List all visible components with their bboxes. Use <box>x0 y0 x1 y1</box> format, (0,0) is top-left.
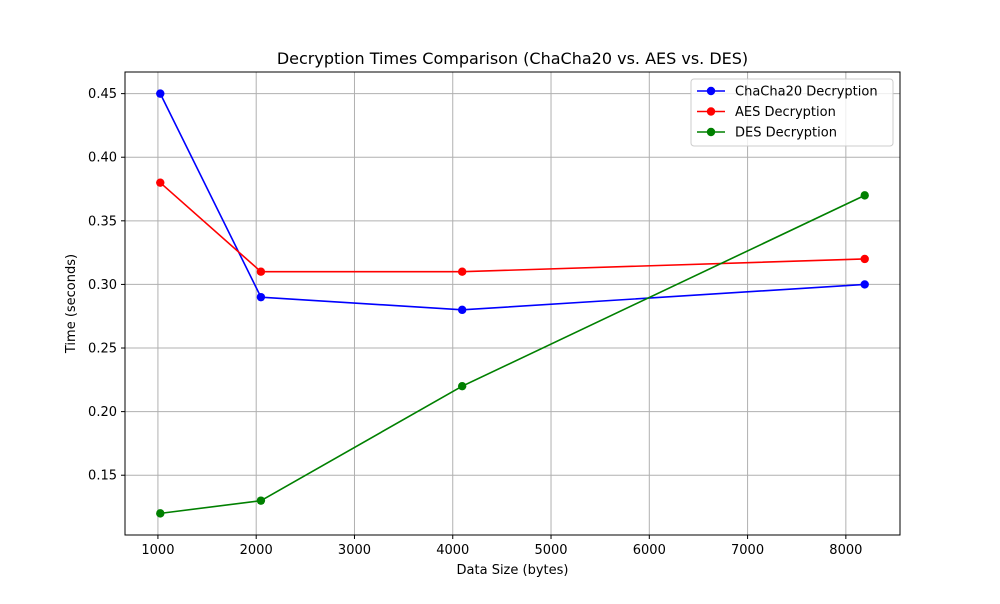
x-tick-label: 8000 <box>829 543 862 558</box>
x-tick-label: 5000 <box>534 543 567 558</box>
legend-box <box>690 78 894 147</box>
y-tick-label: 0.40 <box>88 151 117 166</box>
series-des-decryption <box>156 191 869 518</box>
series-line <box>159 93 865 311</box>
plot-frame <box>124 71 901 536</box>
x-axis-label: Data Size (bytes) <box>457 563 569 578</box>
data-point <box>860 280 869 289</box>
data-point <box>256 496 266 505</box>
legend-label: AES Decryption <box>735 105 836 120</box>
y-tick-label: 0.35 <box>88 214 117 229</box>
x-tick-label: 4000 <box>436 543 469 558</box>
data-point <box>860 254 869 264</box>
series-line <box>159 182 865 273</box>
series-layer <box>156 89 869 518</box>
x-tick-label: 6000 <box>633 543 666 558</box>
data-point <box>860 191 869 200</box>
legend-entry: DES Decryption <box>697 126 837 141</box>
legend-marker <box>706 127 716 137</box>
x-tick-label: 7000 <box>731 543 764 558</box>
grid <box>125 72 900 535</box>
legend-label: DES Decryption <box>735 126 837 141</box>
data-point <box>457 267 467 276</box>
y-axis-label: Time (seconds) <box>64 254 79 354</box>
legend-entry: ChaCha20 Decryption <box>697 85 878 100</box>
y-axis: 0.15 0.20 0.25 0.30 0.35 0.40 0.45 <box>88 87 125 484</box>
x-tick-label: 2000 <box>240 543 273 558</box>
y-tick-label: 0.15 <box>88 469 117 484</box>
data-point <box>156 178 165 187</box>
y-tick-label: 0.20 <box>88 405 117 420</box>
legend-marker <box>706 86 716 96</box>
series-chacha20-decryption <box>156 89 869 315</box>
legend-items: ChaCha20 Decryption AES Decryption DES Dec… <box>697 85 878 141</box>
data-point <box>457 381 467 391</box>
x-tick-label: 1000 <box>141 543 174 558</box>
y-tick-label: 0.25 <box>88 342 117 357</box>
legend-label: ChaCha20 Decryption <box>735 85 878 100</box>
series-aes-decryption <box>156 178 869 276</box>
data-point <box>156 89 165 98</box>
series-line <box>160 194 866 515</box>
y-tick-label: 0.45 <box>88 87 117 102</box>
x-axis: 1000 2000 3000 4000 5000 6000 7000 8000 <box>141 535 862 558</box>
data-point <box>256 292 266 302</box>
data-point <box>156 509 165 518</box>
chart-title: Decryption Times Comparison (ChaCha20 vs… <box>277 49 748 68</box>
data-point <box>457 305 467 315</box>
y-tick-label: 0.30 <box>88 278 117 293</box>
data-point <box>256 267 266 276</box>
legend-marker <box>706 107 716 116</box>
x-tick-label: 3000 <box>338 543 371 558</box>
legend: ChaCha20 Decryption AES Decryption DES Dec… <box>690 78 894 147</box>
legend-entry: AES Decryption <box>697 105 836 120</box>
